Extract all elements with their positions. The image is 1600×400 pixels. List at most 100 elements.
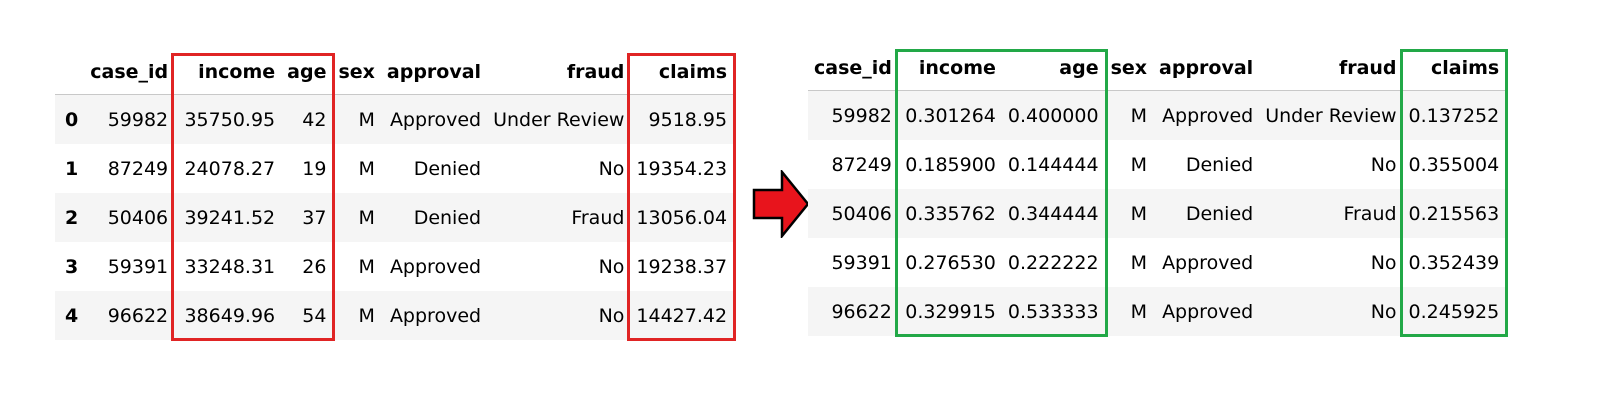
cell-case-id: 50406 [84,193,175,242]
col-header-claims: claims [630,50,734,95]
table-row: 1 87249 24078.27 19 M Denied No 19354.23 [55,144,733,193]
cell-sex: M [1130,251,1148,274]
cell-approval: Approved [380,291,488,340]
table-row: 4 96622 38649.96 54 M Approved No 14427.… [55,291,734,340]
cell-fraud: Under Review [487,94,631,144]
row-index: 4 [55,291,85,340]
row-index: 1 [65,157,79,180]
header-row: case_id income age sex approval fraud cl… [808,46,1506,91]
cell-case-id: 96622 [84,291,175,340]
cell-income: 33248.31 [184,255,276,278]
cell-approval: Approved [1153,287,1260,336]
col-header-sex: sex [332,50,381,95]
table-row: 2 50406 39241.52 37 M Denied Fraud 13056… [55,193,734,242]
col-header-case-id: case_id [84,50,175,95]
cell-claims: 0.137252 [1402,90,1506,140]
cell-age: 0.144444 [1007,153,1099,176]
cell-fraud: No [1370,251,1397,274]
cell-approval: Approved [389,255,482,278]
arrow-right-icon [752,170,810,238]
table-row: 50406 0.335762 0.344444 M Denied Fraud 0… [808,189,1506,238]
cell-claims: 9518.95 [630,94,734,144]
col-header-sex: sex [1104,46,1154,91]
cell-case-id: 50406 [808,189,898,238]
cell-sex: M [358,157,375,180]
col-header-fraud: fraud [1259,46,1403,91]
col-header-claims: claims [1402,46,1506,91]
row-index: 3 [65,255,79,278]
cell-claims: 0.352439 [1408,251,1500,274]
cell-age: 42 [281,94,333,144]
cell-fraud: No [1259,287,1403,336]
cell-case-id: 96622 [808,287,898,336]
col-header-approval: approval [380,50,488,95]
cell-claims: 0.355004 [1408,153,1500,176]
cell-age: 0.533333 [1001,287,1105,336]
table-row: 3 59391 33248.31 26 M Approved No 19238.… [55,242,733,291]
cell-age: 26 [302,255,327,278]
cell-income: 0.301264 [897,90,1002,140]
cell-fraud: Fraud [487,193,631,242]
cell-income: 35750.95 [174,94,282,144]
cell-case-id: 59982 [84,94,175,144]
cell-fraud: No [598,255,625,278]
cell-sex: M [332,193,381,242]
cell-case-id: 59982 [808,90,898,140]
cell-approval: Approved [1162,251,1254,274]
cell-sex: M [1104,287,1154,336]
table-row: 59982 0.301264 0.400000 M Approved Under… [808,90,1506,140]
cell-fraud: Fraud [1259,189,1403,238]
cell-fraud: No [1370,153,1397,176]
cell-fraud: No [598,157,625,180]
cell-income: 0.185900 [905,153,996,176]
cell-age: 19 [302,157,327,180]
cell-case-id: 87249 [831,153,892,176]
col-header-case-id: case_id [808,46,898,91]
cell-age: 37 [281,193,333,242]
cell-approval: Approved [380,94,488,144]
cell-claims: 0.215563 [1402,189,1506,238]
header-row: case_id income age sex approval fraud cl… [55,50,734,95]
cell-age: 54 [281,291,333,340]
cell-approval: Denied [1153,189,1260,238]
cell-case-id: 59391 [107,255,169,278]
cell-income: 0.329915 [897,287,1002,336]
col-header-approval: approval [1153,46,1260,91]
arrow-shape [752,170,810,238]
cell-claims: 19354.23 [636,157,728,180]
cell-case-id: 59391 [831,251,892,274]
cell-claims: 13056.04 [630,193,734,242]
cell-age: 0.344444 [1001,189,1105,238]
normalized-dataframe-table: case_id income age sex approval fraud cl… [808,46,1506,336]
cell-approval: Denied [380,193,488,242]
col-header-fraud: fraud [487,50,631,95]
cell-approval: Denied [413,157,482,180]
cell-income: 24078.27 [184,157,276,180]
cell-sex: M [1130,153,1148,176]
col-header-age: age [281,50,333,95]
cell-sex: M [1104,90,1154,140]
table-row: 59391 0.276530 0.222222 M Approved No 0.… [808,238,1505,287]
cell-income: 0.335762 [897,189,1002,238]
cell-case-id: 87249 [107,157,169,180]
table-row: 96622 0.329915 0.533333 M Approved No 0.… [808,287,1506,336]
cell-age: 0.400000 [1001,90,1105,140]
cell-income: 38649.96 [174,291,282,340]
cell-sex: M [358,255,375,278]
cell-sex: M [1104,189,1154,238]
original-dataframe-table: case_id income age sex approval fraud cl… [55,50,734,340]
cell-claims: 14427.42 [630,291,734,340]
cell-claims: 19238.37 [636,255,728,278]
cell-income: 0.276530 [905,251,996,274]
col-header-age: age [1001,46,1105,91]
row-index: 0 [55,94,85,144]
cell-fraud: Under Review [1259,90,1403,140]
cell-claims: 0.245925 [1402,287,1506,336]
table-row: 0 59982 35750.95 42 M Approved Under Rev… [55,94,734,144]
col-header-income: income [174,50,282,95]
cell-age: 0.222222 [1007,251,1099,274]
table-row: 87249 0.185900 0.144444 M Denied No 0.35… [808,140,1505,189]
cell-income: 39241.52 [174,193,282,242]
cell-fraud: No [487,291,631,340]
cell-sex: M [332,94,381,144]
